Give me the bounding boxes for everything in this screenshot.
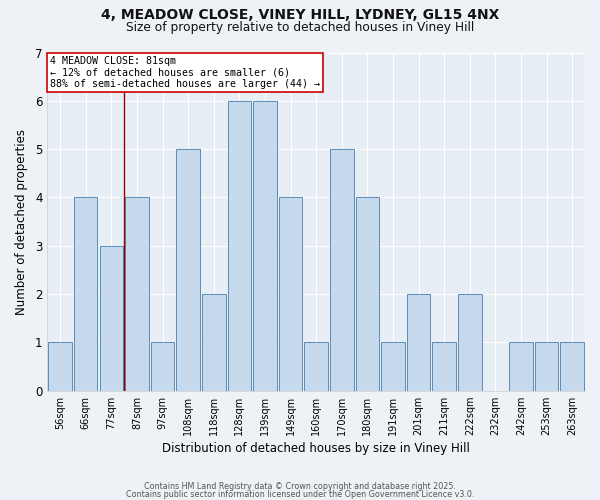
Text: Contains HM Land Registry data © Crown copyright and database right 2025.: Contains HM Land Registry data © Crown c… — [144, 482, 456, 491]
Bar — [176, 149, 200, 390]
Bar — [49, 342, 72, 390]
X-axis label: Distribution of detached houses by size in Viney Hill: Distribution of detached houses by size … — [162, 442, 470, 455]
Text: 4, MEADOW CLOSE, VINEY HILL, LYDNEY, GL15 4NX: 4, MEADOW CLOSE, VINEY HILL, LYDNEY, GL1… — [101, 8, 499, 22]
Bar — [151, 342, 175, 390]
Bar — [560, 342, 584, 390]
Bar — [381, 342, 405, 390]
Bar — [125, 198, 149, 390]
Bar — [202, 294, 226, 390]
Text: 4 MEADOW CLOSE: 81sqm
← 12% of detached houses are smaller (6)
88% of semi-detac: 4 MEADOW CLOSE: 81sqm ← 12% of detached … — [50, 56, 320, 89]
Bar — [356, 198, 379, 390]
Bar — [100, 246, 123, 390]
Bar — [253, 101, 277, 390]
Y-axis label: Number of detached properties: Number of detached properties — [15, 128, 28, 314]
Bar — [74, 198, 97, 390]
Bar — [330, 149, 353, 390]
Bar — [433, 342, 456, 390]
Bar — [535, 342, 559, 390]
Text: Contains public sector information licensed under the Open Government Licence v3: Contains public sector information licen… — [126, 490, 474, 499]
Bar — [407, 294, 430, 390]
Bar — [509, 342, 533, 390]
Text: Size of property relative to detached houses in Viney Hill: Size of property relative to detached ho… — [126, 21, 474, 34]
Bar — [227, 101, 251, 390]
Bar — [458, 294, 482, 390]
Bar — [279, 198, 302, 390]
Bar — [304, 342, 328, 390]
